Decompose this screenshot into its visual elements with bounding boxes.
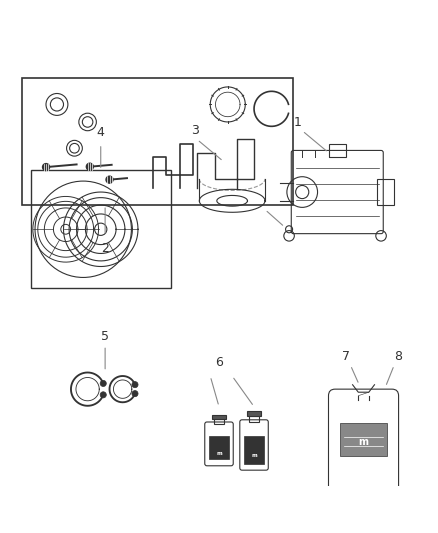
Bar <box>249 416 259 422</box>
Bar <box>244 436 264 464</box>
Text: m: m <box>251 453 257 458</box>
Text: 8: 8 <box>395 350 403 363</box>
Text: 1: 1 <box>294 116 302 128</box>
Circle shape <box>100 392 106 398</box>
Text: 7: 7 <box>342 350 350 363</box>
Text: m: m <box>359 437 368 447</box>
Text: m: m <box>216 450 222 456</box>
Circle shape <box>132 391 138 397</box>
Circle shape <box>132 382 138 387</box>
Text: 5: 5 <box>101 330 109 343</box>
Circle shape <box>100 381 106 386</box>
Bar <box>22 78 293 205</box>
Circle shape <box>106 176 113 183</box>
Bar <box>328 144 346 157</box>
Circle shape <box>86 163 93 170</box>
Text: 3: 3 <box>191 124 199 138</box>
Bar <box>31 170 171 288</box>
Circle shape <box>42 164 49 171</box>
Bar <box>377 179 394 205</box>
Text: 2: 2 <box>101 243 109 255</box>
FancyBboxPatch shape <box>340 423 387 456</box>
Bar <box>212 415 226 419</box>
Bar <box>247 411 261 416</box>
Bar <box>214 419 224 424</box>
Text: 4: 4 <box>97 126 105 140</box>
Text: 6: 6 <box>215 357 223 369</box>
Bar <box>209 435 229 459</box>
